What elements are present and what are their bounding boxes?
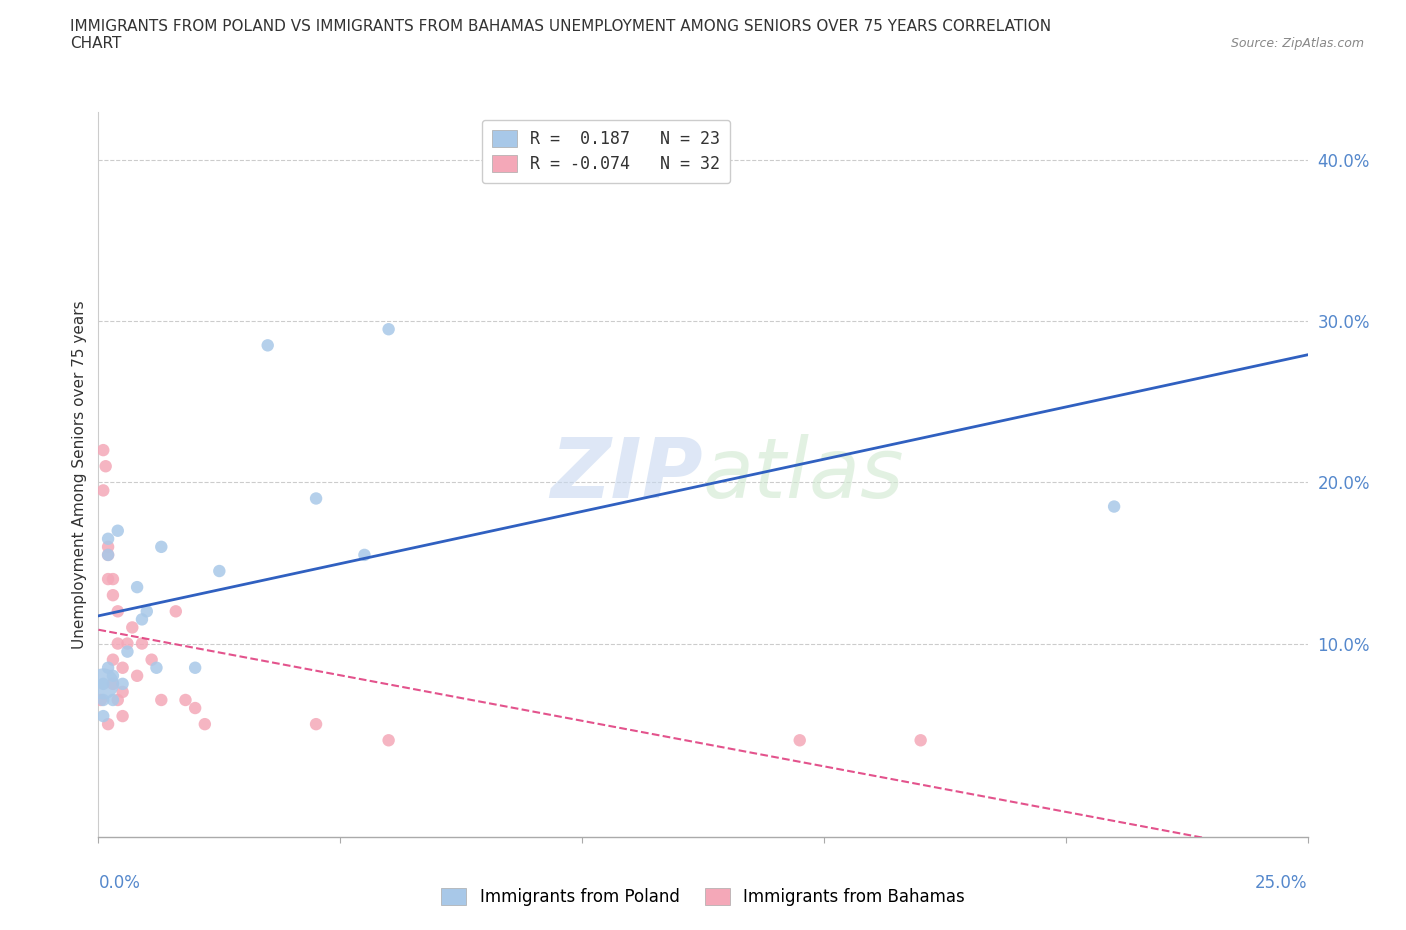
Point (208, 564, 231, 578)
Point (1102, 499, 1125, 514)
Text: IMMIGRANTS FROM POLAND VS IMMIGRANTS FROM BAHAMAS UNEMPLOYMENT AMONG SENIORS OVE: IMMIGRANTS FROM POLAND VS IMMIGRANTS FRO… (70, 19, 1052, 51)
Point (141, 652, 163, 667)
Point (91, 443, 114, 458)
Point (97, 572, 120, 587)
Point (150, 539, 173, 554)
Point (97, 539, 120, 554)
Point (91, 676, 114, 691)
Text: ZIP: ZIP (550, 433, 703, 515)
Point (256, 338, 278, 352)
Point (107, 604, 129, 618)
Point (97, 548, 120, 563)
Point (131, 612, 153, 627)
Point (377, 322, 399, 337)
Point (97, 717, 120, 732)
Text: 25.0%: 25.0% (1256, 874, 1308, 892)
Text: Source: ZipAtlas.com: Source: ZipAtlas.com (1230, 37, 1364, 50)
Point (94, 458, 117, 473)
Point (165, 604, 187, 618)
Point (101, 652, 124, 667)
Point (194, 717, 217, 732)
Legend: Immigrants from Poland, Immigrants from Bahamas: Immigrants from Poland, Immigrants from … (434, 881, 972, 912)
Point (91, 693, 114, 708)
Point (111, 684, 134, 699)
Point (91, 676, 114, 691)
Point (107, 636, 129, 651)
Point (111, 660, 134, 675)
Point (90, 693, 112, 708)
Point (101, 588, 124, 603)
Point (184, 700, 207, 715)
Point (305, 717, 328, 732)
Point (121, 620, 143, 635)
Point (131, 636, 153, 651)
Point (305, 491, 328, 506)
Y-axis label: Unemployment Among Seniors over 75 years: Unemployment Among Seniors over 75 years (72, 300, 87, 648)
Point (101, 676, 124, 691)
Point (117, 636, 139, 651)
Point (91, 709, 114, 724)
Point (101, 572, 124, 587)
Point (111, 676, 134, 691)
Point (135, 604, 157, 618)
Point (101, 669, 124, 684)
Point (127, 579, 149, 594)
Point (353, 548, 375, 563)
Point (910, 733, 932, 748)
Text: 0.0%: 0.0% (98, 874, 141, 892)
Point (145, 660, 167, 675)
Point (97, 548, 120, 563)
Point (107, 524, 129, 538)
Point (97, 660, 120, 675)
Point (174, 693, 197, 708)
Point (127, 669, 149, 684)
Point (97, 531, 120, 546)
Point (101, 693, 124, 708)
Point (117, 644, 139, 659)
Point (184, 660, 207, 675)
Point (111, 709, 134, 724)
Point (91, 483, 114, 498)
Point (377, 733, 399, 748)
Point (789, 733, 811, 748)
Point (150, 693, 173, 708)
Legend: R =  0.187   N = 23, R = -0.074   N = 32: R = 0.187 N = 23, R = -0.074 N = 32 (482, 120, 731, 183)
Text: atlas: atlas (703, 433, 904, 515)
Point (107, 693, 129, 708)
